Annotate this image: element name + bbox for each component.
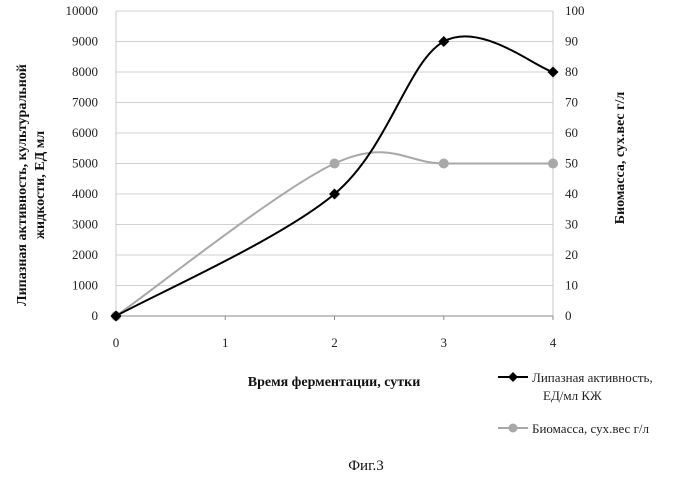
legend-entry-biomass: Биомасса, сух.вес г/л <box>498 421 650 436</box>
left-tick-2000: 2000 <box>72 247 98 262</box>
point-biomass-3 <box>439 159 449 169</box>
left-tick-4000: 4000 <box>72 186 98 201</box>
chart: 0100020003000400050006000700080009000100… <box>0 0 699 477</box>
point-lipase-4 <box>548 67 559 78</box>
right-tick-0: 0 <box>565 308 572 323</box>
right-axis-title: Биомасса, сух.вес г/л <box>613 92 628 225</box>
left-tick-3000: 3000 <box>72 217 98 232</box>
right-tick-60: 60 <box>565 125 578 140</box>
right-tick-50: 50 <box>565 156 578 171</box>
left-tick-5000: 5000 <box>72 156 98 171</box>
right-tick-70: 70 <box>565 95 578 110</box>
legend-label-biomass: Биомасса, сух.вес г/л <box>532 421 650 436</box>
right-y-axis-ticks: 0 10 20 30 40 50 60 70 80 90 100 <box>565 3 585 323</box>
right-tick-80: 80 <box>565 64 578 79</box>
left-tick-6000: 6000 <box>72 125 98 140</box>
x-tick-2: 2 <box>331 335 338 350</box>
left-tick-7000: 7000 <box>72 95 98 110</box>
legend-label-lipase-line-1: Липазная активность, <box>532 370 653 385</box>
left-tick-1000: 1000 <box>72 278 98 293</box>
series-layer <box>111 36 559 322</box>
point-biomass-4 <box>548 159 558 169</box>
legend-marker-biomass <box>509 424 518 433</box>
legend-marker-lipase <box>508 372 518 382</box>
series-line-biomass <box>116 152 553 316</box>
point-biomass-2 <box>330 159 340 169</box>
x-tick-0: 0 <box>113 335 120 350</box>
left-axis-title-line-1: Липазная активность, культуральной <box>15 64 30 306</box>
right-tick-10: 10 <box>565 278 578 293</box>
x-tick-1: 1 <box>222 335 229 350</box>
point-lipase-3 <box>438 36 449 47</box>
right-tick-90: 90 <box>565 34 578 49</box>
left-tick-8000: 8000 <box>72 64 98 79</box>
right-tick-20: 20 <box>565 247 578 262</box>
x-axis-title: Время ферментации, сутки <box>248 375 421 390</box>
series-line-lipase <box>116 36 553 316</box>
left-tick-0: 0 <box>92 308 99 323</box>
right-tick-30: 30 <box>565 217 578 232</box>
left-axis-title-line-2: жидкости, ЕД мл <box>33 131 48 239</box>
left-y-axis-ticks: 0 1000 2000 3000 4000 5000 6000 7000 8000 9000 100… <box>66 3 99 323</box>
left-tick-9000: 9000 <box>72 34 98 49</box>
gridlines <box>116 11 553 286</box>
left-tick-10000: 10000 <box>66 3 99 18</box>
x-tick-4: 4 <box>550 335 557 350</box>
legend-entry-lipase: Липазная активность, ЕД/мл КЖ <box>498 370 653 403</box>
legend: Липазная активность, ЕД/мл КЖ Биомасса, … <box>498 370 653 436</box>
x-axis-ticks: 0 1 2 3 4 <box>113 316 557 350</box>
right-tick-100: 100 <box>565 3 585 18</box>
x-tick-3: 3 <box>441 335 448 350</box>
right-tick-40: 40 <box>565 186 578 201</box>
figure-caption: Фиг.3 <box>348 458 384 474</box>
legend-label-lipase-line-2: ЕД/мл КЖ <box>543 388 602 403</box>
